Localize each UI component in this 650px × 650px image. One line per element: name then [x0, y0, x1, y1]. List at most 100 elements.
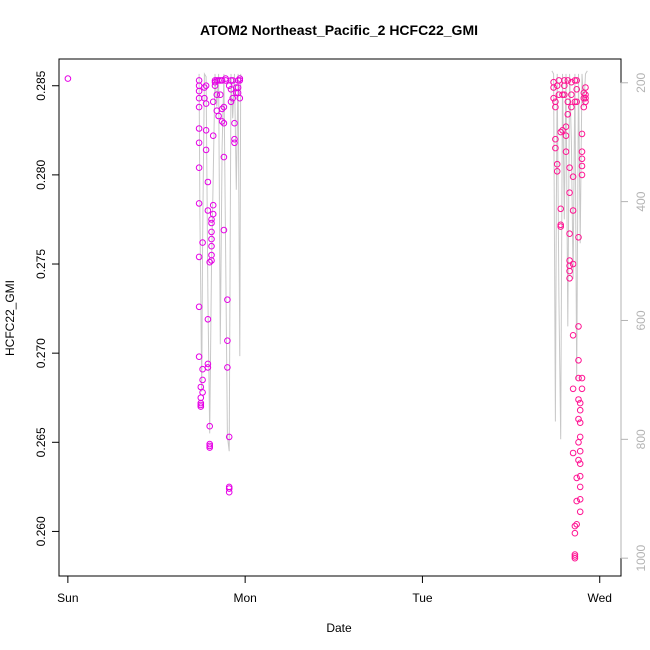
data-point — [202, 100, 210, 107]
data-point — [218, 77, 226, 84]
data-point — [571, 551, 579, 558]
data-point — [204, 178, 212, 186]
y-axis: 0.260 0.265 0.270 0.275 0.280 0.285 — [34, 70, 59, 546]
x-axis: Sun Mon Tue Wed — [57, 576, 612, 605]
data-point — [566, 164, 573, 171]
data-point — [220, 119, 228, 127]
data-point — [575, 415, 582, 423]
data-point — [206, 444, 213, 451]
data-point — [576, 472, 584, 480]
y-axis-label: HCFC22_GMI — [3, 280, 17, 356]
y-tick-label: 0.270 — [34, 338, 48, 368]
data-point — [569, 173, 577, 180]
data-point — [578, 385, 586, 393]
data-point — [550, 94, 557, 102]
data-point — [225, 488, 233, 496]
data-point — [562, 148, 570, 155]
data-point — [578, 155, 586, 163]
data-point — [197, 403, 205, 410]
data-point — [575, 374, 582, 382]
data-point — [202, 146, 210, 154]
data-point — [582, 94, 589, 102]
data-point — [553, 168, 561, 175]
data-point — [215, 112, 222, 120]
data-point — [218, 105, 226, 113]
data-point — [576, 496, 584, 503]
data-point — [566, 275, 573, 282]
data-point — [569, 260, 577, 268]
data-point — [571, 522, 579, 530]
data-point — [231, 119, 238, 127]
data-point — [231, 135, 238, 143]
data-point — [575, 456, 582, 464]
y-tick-label: 0.280 — [34, 160, 48, 190]
data-point — [236, 94, 244, 102]
data-point — [231, 139, 238, 147]
data-point — [557, 128, 565, 136]
data-point — [576, 419, 584, 427]
data-point — [236, 75, 244, 82]
data-point — [561, 77, 568, 84]
data-point — [64, 75, 72, 82]
x-tick-label: Mon — [233, 591, 256, 605]
data-point — [571, 77, 579, 84]
data-point — [209, 98, 217, 106]
y-tick-label: 0.265 — [34, 427, 48, 457]
data-point — [209, 132, 217, 139]
data-point — [199, 376, 206, 384]
data-point — [204, 364, 212, 371]
data-point — [576, 433, 584, 441]
data-point — [195, 139, 203, 147]
data-point — [204, 360, 212, 368]
data-point — [578, 374, 586, 382]
data-point — [206, 258, 213, 266]
x-axis-label: Date — [326, 621, 352, 635]
data-point — [208, 219, 215, 227]
data-point — [225, 485, 233, 492]
data-point — [229, 94, 236, 102]
x-tick-label: Wed — [587, 591, 611, 605]
data-point — [557, 223, 565, 230]
data-point — [576, 508, 584, 516]
data-point — [195, 103, 203, 111]
x-tick-label: Sun — [57, 591, 78, 605]
data-point — [582, 84, 589, 91]
data-point — [208, 242, 215, 250]
data-point — [225, 433, 233, 441]
data-point — [571, 553, 579, 560]
data-point — [201, 84, 208, 91]
data-point — [566, 189, 573, 196]
data-point — [195, 125, 203, 132]
data-point — [566, 267, 573, 275]
data-point — [576, 406, 584, 414]
data-point — [576, 483, 584, 491]
data-point — [569, 332, 577, 339]
data-point — [227, 98, 235, 106]
data-point — [202, 82, 210, 89]
data-point — [202, 127, 210, 134]
data-point — [562, 123, 570, 130]
data-point — [224, 296, 231, 304]
data-point — [204, 207, 212, 214]
data-point — [557, 221, 565, 229]
data-point — [576, 399, 584, 407]
data-point — [561, 91, 568, 98]
data-point — [199, 239, 206, 246]
data-point — [578, 130, 586, 138]
y-tick-label: 0.260 — [34, 516, 48, 546]
data-point — [569, 385, 577, 393]
data-point — [552, 98, 559, 106]
data-point — [224, 364, 231, 371]
y-axis-right: 200 400 600 800 1000 — [620, 72, 648, 572]
right-tick-label: 400 — [634, 191, 648, 211]
right-tick-label: 1000 — [634, 545, 648, 572]
data-point — [569, 449, 577, 457]
data-point — [575, 234, 582, 241]
data-point — [220, 103, 228, 111]
data-point — [576, 447, 584, 455]
y-tick-label: 0.275 — [34, 249, 48, 279]
x-tick-label: Tue — [412, 591, 433, 605]
data-point — [236, 77, 244, 84]
data-point — [576, 460, 584, 468]
